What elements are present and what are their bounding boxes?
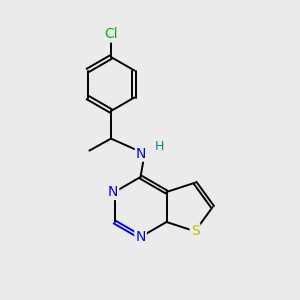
- Text: N: N: [136, 147, 146, 160]
- Text: N: N: [108, 185, 118, 199]
- Text: S: S: [191, 224, 200, 238]
- Text: H: H: [154, 140, 164, 154]
- Text: Cl: Cl: [104, 28, 118, 41]
- Text: N: N: [135, 230, 146, 244]
